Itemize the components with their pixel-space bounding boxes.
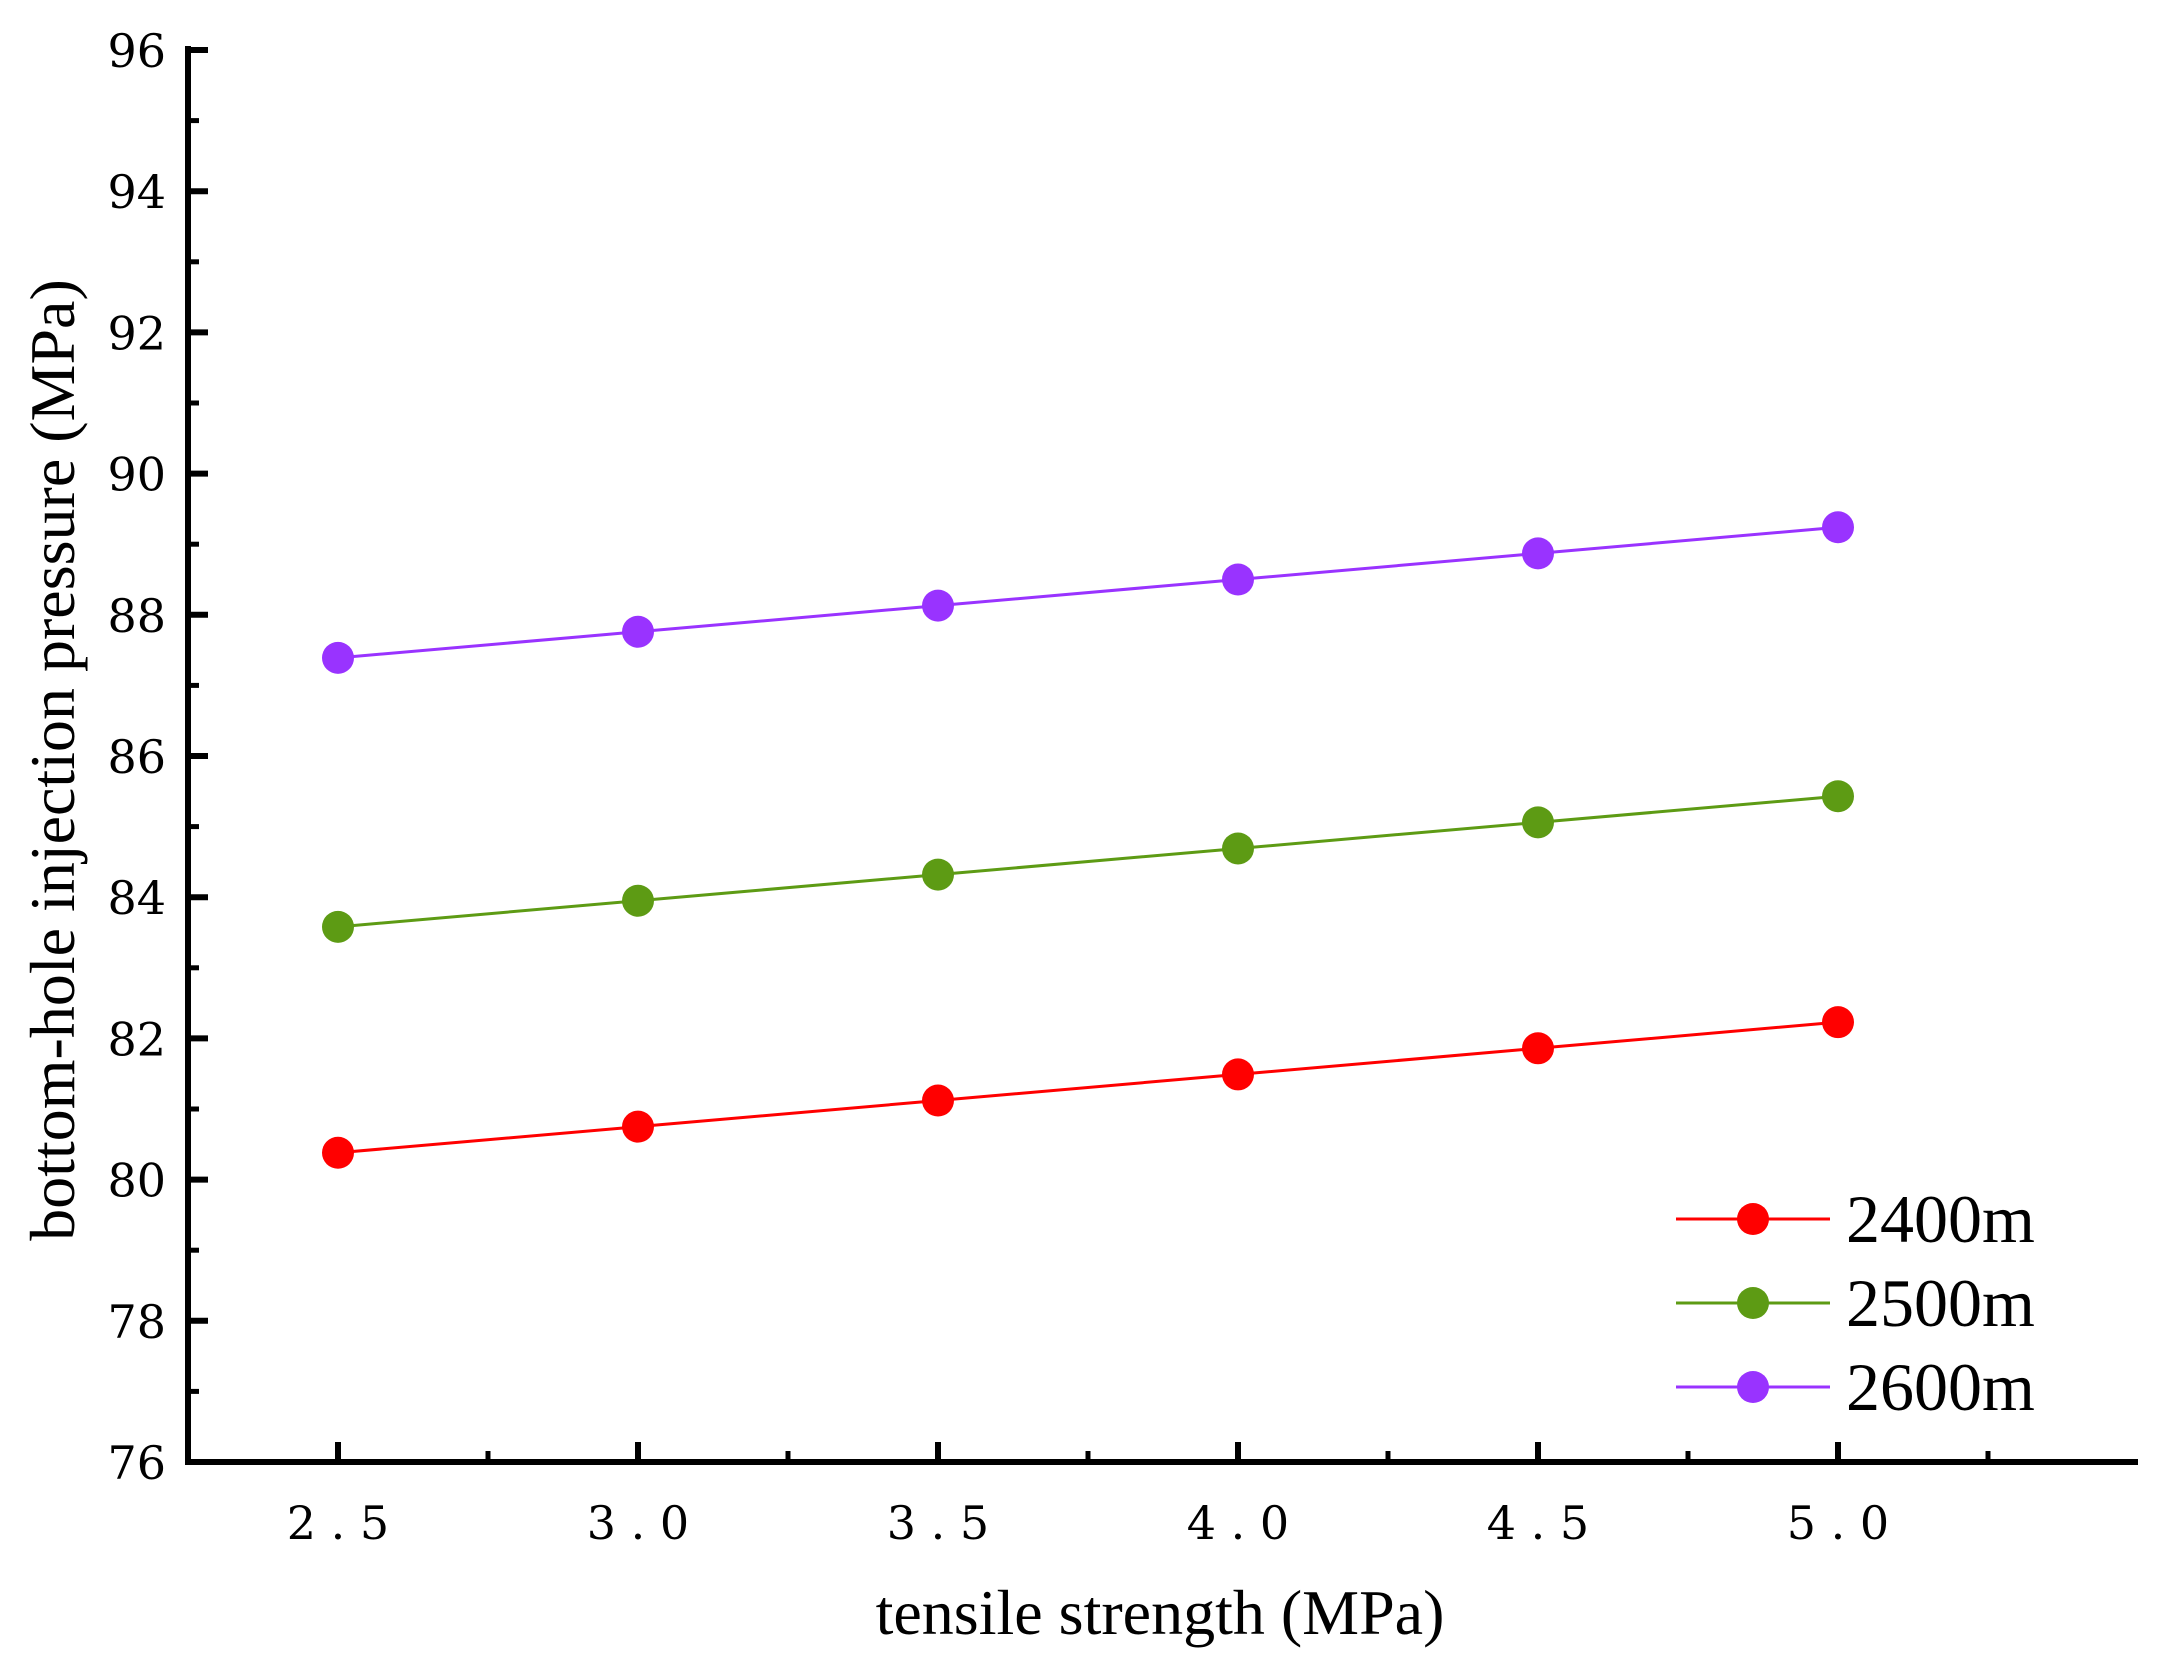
x-tick-label: 2 . 5 [287,1496,389,1550]
legend-label-2600m: 2600m [1846,1349,2035,1425]
series-line-2400m [337,1020,1839,1155]
y-tick-label: 94 [107,165,166,219]
legend-marker-2600m [1737,1371,1769,1403]
data-point-2600m [322,641,354,674]
y-tick-label: 86 [107,730,166,784]
y-tick-label: 96 [107,24,166,78]
x-tick-label: 3 . 5 [887,1496,989,1550]
data-point-2500m [322,910,354,943]
data-point-2400m [322,1136,354,1169]
legend: 2400m 2500m 2600m [1676,1181,2035,1425]
data-point-2400m [922,1084,954,1117]
y-axis-title: bottom-hole injection pressure (MPa) [17,279,88,1241]
data-point-2500m [1222,832,1254,865]
data-point-2500m [622,884,654,917]
y-tick-label: 80 [107,1154,166,1208]
y-tick-label: 84 [107,871,166,925]
x-tick-label: 5 . 0 [1787,1496,1889,1550]
data-point-2500m [922,858,954,891]
x-tick-label: 4 . 5 [1487,1496,1589,1550]
legend-label-2400m: 2400m [1846,1181,2035,1257]
y-tick-label: 90 [107,448,166,502]
series-line-2500m [337,794,1839,929]
x-tick-label: 4 . 0 [1187,1496,1289,1550]
data-point-2600m [1822,511,1854,544]
data-point-2600m [1222,563,1254,596]
data-point-2600m [922,589,954,622]
data-point-2400m [622,1110,654,1143]
series-layer [322,511,1854,1169]
data-point-2600m [622,615,654,648]
y-tick-label: 82 [107,1012,166,1066]
series-line-2600m [337,525,1839,660]
data-point-2400m [1222,1058,1254,1091]
data-point-2500m [1822,780,1854,813]
data-point-2400m [1822,1006,1854,1039]
x-tick-label: 3 . 0 [587,1496,689,1550]
axis-ticks: 76 78 80 82 84 86 88 90 92 94 96 2 . 5 3 . 0 3 . 5 4 .… [107,24,1991,1550]
legend-marker-2400m [1737,1203,1769,1235]
legend-label-2500m: 2500m [1846,1265,2035,1341]
y-tick-label: 76 [107,1436,166,1490]
x-axis-title: tensile strength (MPa) [876,1577,1445,1648]
y-tick-label: 78 [107,1295,166,1349]
y-tick-label: 88 [107,589,166,643]
legend-marker-2500m [1737,1287,1769,1319]
data-point-2600m [1522,537,1554,570]
y-tick-label: 92 [107,306,166,360]
data-point-2500m [1522,806,1554,839]
data-point-2400m [1522,1032,1554,1065]
